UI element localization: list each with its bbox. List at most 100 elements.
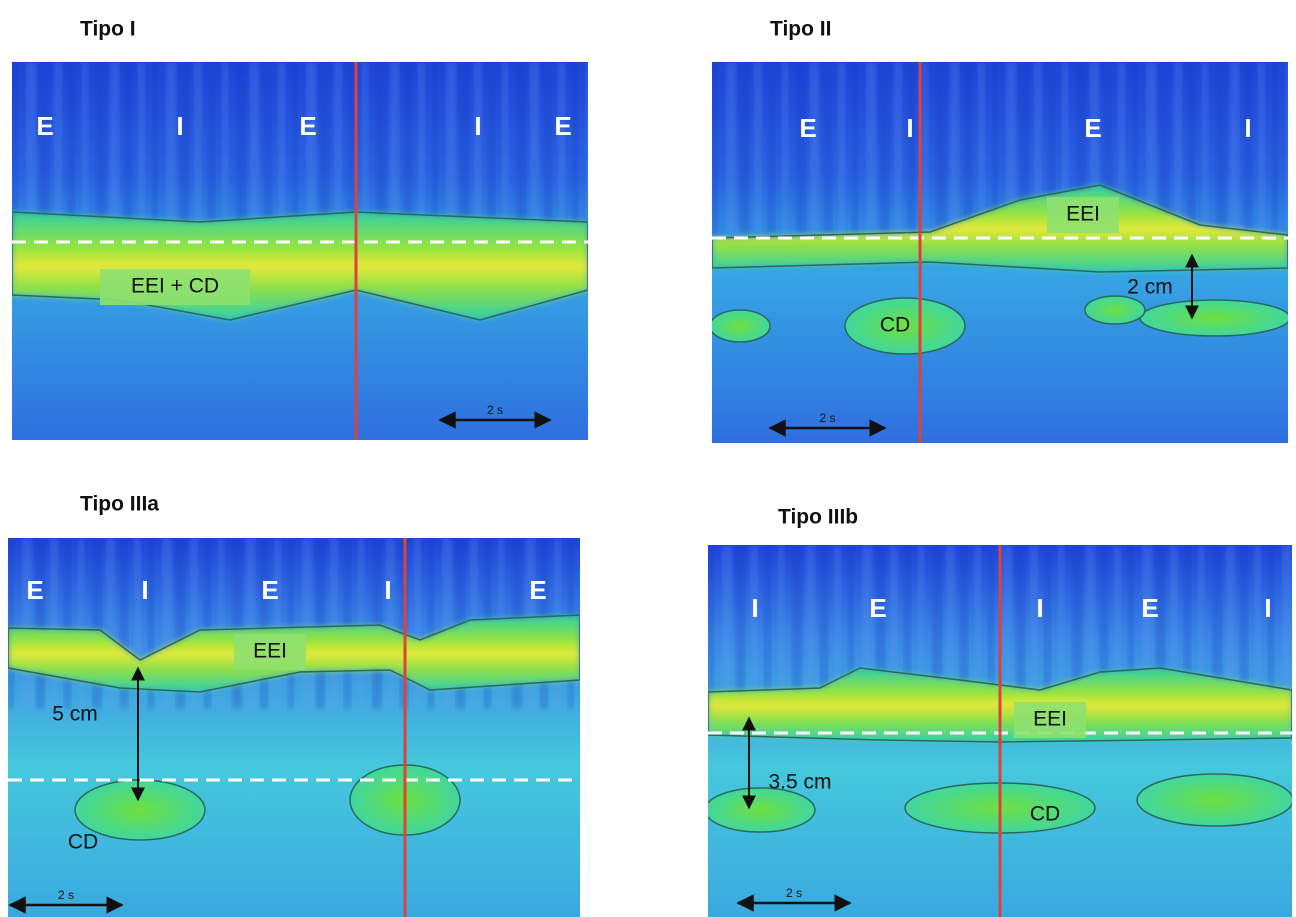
stripe [778,545,784,712]
stripe [334,62,342,232]
phase-label: I [141,575,148,605]
stripe [278,62,285,232]
phase-label: E [299,111,316,141]
phase-label: I [1036,593,1043,623]
stripe [852,62,858,233]
stripe [516,62,526,232]
stripe [1160,62,1169,233]
phase-label: I [1244,113,1251,143]
stripe [792,545,802,712]
stripe [96,62,106,232]
stripe [474,62,482,232]
phase-label: E [1084,113,1101,143]
panel-title: Tipo IIIb [778,506,858,529]
stripe [824,62,832,233]
stripe [978,62,985,233]
stripe [1272,62,1278,233]
stripe [908,62,915,233]
stripe [838,62,845,233]
annotation: EEI [1033,708,1067,731]
annotation: 2 cm [1127,276,1173,299]
stripe [50,538,58,709]
phase-label: E [799,113,816,143]
stripe [8,538,14,709]
panel: Tipo IIIbIEIEIEEI3.5 cmCD2 s [705,506,1293,917]
stripe [740,62,749,233]
stripe [502,62,508,232]
panel: Tipo IEIEIEEEI + CD2 s [12,18,596,440]
phase-label: I [906,113,913,143]
stripe [12,62,18,232]
phase-label: I [751,593,758,623]
stripe [806,545,815,712]
stripe [316,538,325,709]
stripe [1244,62,1252,233]
plot [8,538,580,917]
panel: Tipo IIEIEIEEI2 cmCD2 s [710,18,1296,443]
panel-title: Tipo II [770,18,831,41]
stripe [236,62,246,232]
stripe [260,538,268,709]
stripe [708,545,714,712]
stripe [530,62,539,232]
stripe [358,538,364,709]
stripe [572,62,578,232]
stripe [1188,62,1195,233]
stripe [1030,545,1038,712]
stripe [1258,62,1265,233]
stripe [26,62,36,232]
figure: Tipo I E I E I E EEI + CD 2 s Tipo II E I E I EEI 2 cm… [0,0,1296,917]
annotation: CD [880,314,910,337]
stripe [124,62,132,232]
stripe [386,538,395,709]
phase-label: I [474,111,481,141]
stripe [288,538,294,709]
stripe [306,62,316,232]
stripe [558,62,565,232]
phase-label: E [869,593,886,623]
scale-label: 2 s [58,888,74,902]
annotation: 3.5 cm [768,771,831,794]
cd-region [705,788,815,832]
stripe [446,62,456,232]
stripe [432,62,438,232]
stripe [372,538,382,709]
cd-region [710,310,770,342]
stripe [810,62,819,233]
stripe [390,62,399,232]
stripe [54,62,62,232]
stripe [964,62,972,233]
scale-label: 2 s [786,886,802,900]
phase-label: E [554,111,571,141]
phase-label: I [1264,593,1271,623]
stripe [950,62,959,233]
phase-label: E [1141,593,1158,623]
stripe [764,545,771,712]
phase-label: I [176,111,183,141]
stripe [488,62,495,232]
stripe [330,538,338,709]
stripe [726,62,736,233]
stripe [796,62,806,233]
annotation: 5 cm [52,703,98,726]
stripe [36,538,45,709]
stripe [880,62,889,233]
stripe [344,538,351,709]
stripe [922,62,928,233]
stripe [460,62,469,232]
stripe [586,62,596,232]
panel-title: Tipo IIIa [80,493,159,516]
stripe [894,62,902,233]
annotation: EEI + CD [131,275,219,298]
scale-label: 2 s [819,411,835,425]
stripe [250,62,259,232]
stripe [712,62,718,233]
stripe [78,538,84,709]
panel-title: Tipo I [80,18,136,41]
stripe [138,62,145,232]
stripe [736,545,745,712]
stripe [404,62,412,232]
cd-region [1140,300,1290,336]
stripe [1202,62,1208,233]
stripe [64,538,71,709]
